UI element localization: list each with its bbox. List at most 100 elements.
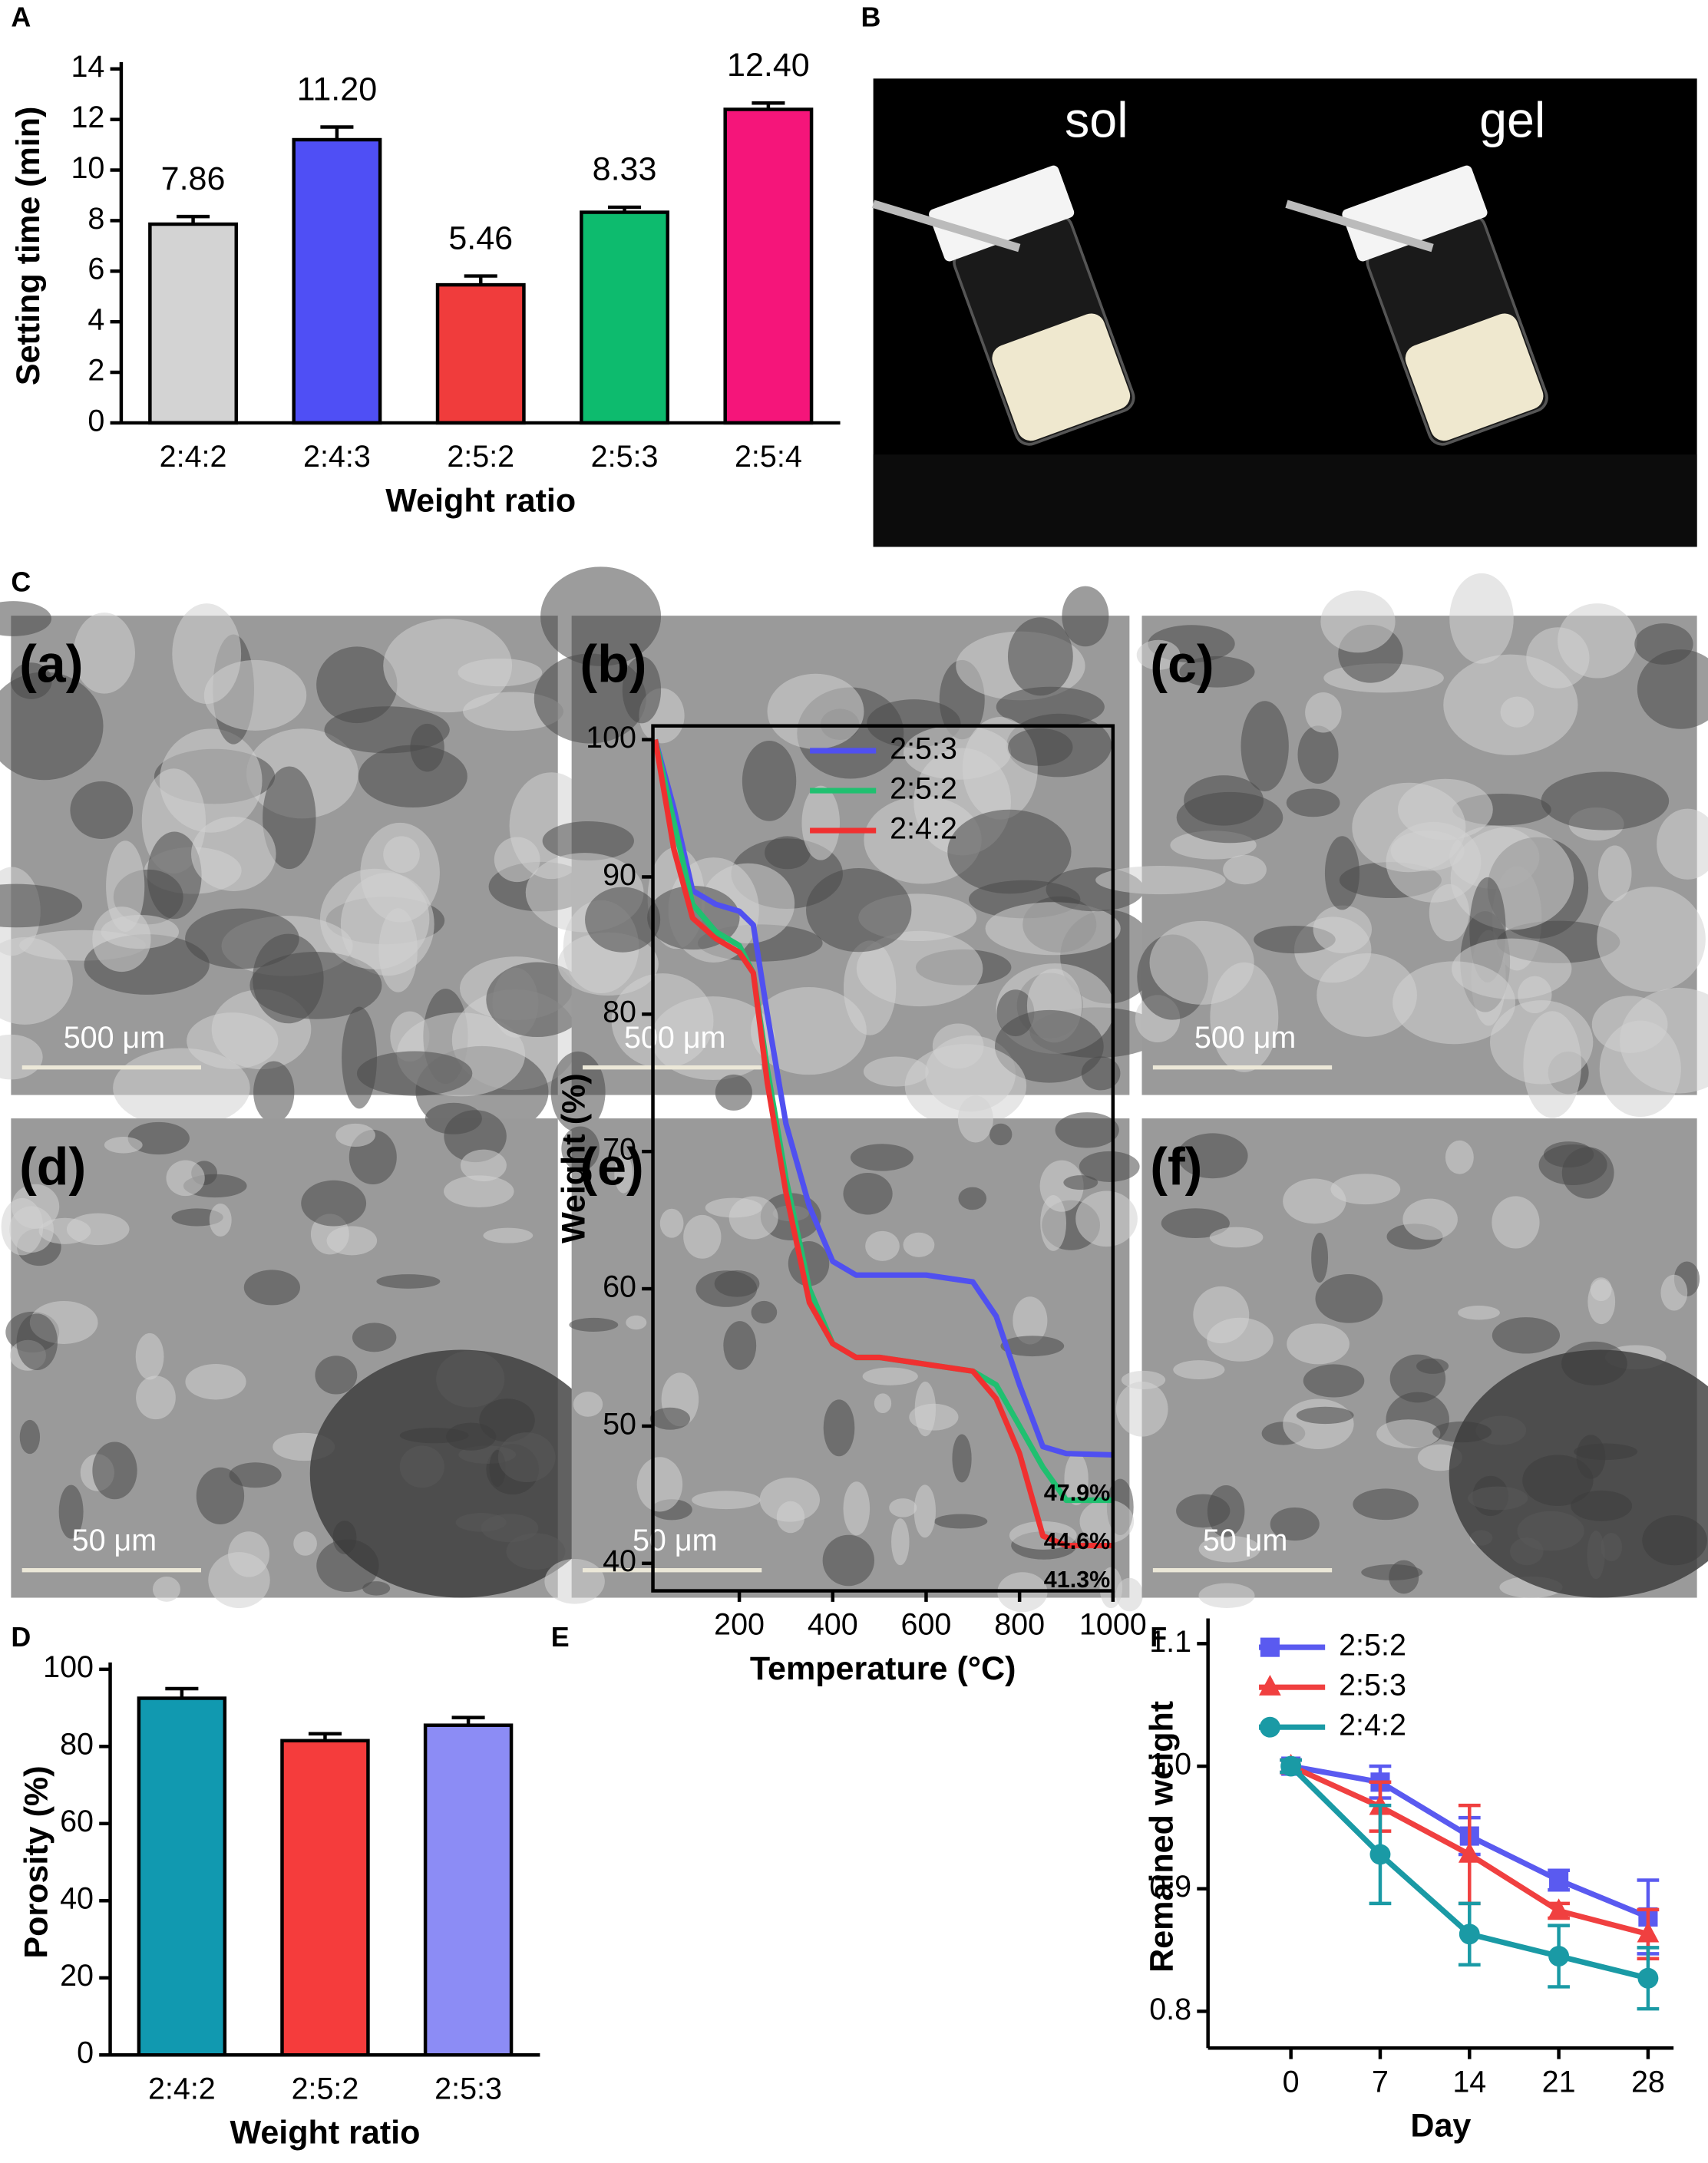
- x-tick-label: 2:5:4: [735, 440, 802, 474]
- sem-texture: [1587, 1279, 1616, 1325]
- sem-texture: [1416, 1358, 1449, 1374]
- sem-texture: [751, 987, 867, 1075]
- vial-cap: [1342, 165, 1488, 262]
- x-tick-label: 2:5:3: [591, 440, 659, 474]
- sem-texture: [611, 973, 714, 1068]
- x-tick-label: 2:4:2: [160, 440, 227, 474]
- x-tick-label: 2:4:3: [303, 440, 371, 474]
- vial-content: [1405, 313, 1544, 441]
- bar: [435, 282, 526, 425]
- sem-texture: [1492, 1196, 1540, 1249]
- sem-texture: [1079, 1151, 1140, 1182]
- sem-texture: [636, 1457, 683, 1512]
- sem-texture: [1311, 1232, 1329, 1283]
- sem-texture: [486, 962, 589, 1038]
- sem-texture: [534, 653, 646, 744]
- marker: [1280, 1755, 1302, 1777]
- sem-texture: [358, 745, 467, 808]
- sem-texture: [1055, 1112, 1119, 1148]
- sem-texture: [1492, 1317, 1561, 1354]
- sem-texture: [659, 1208, 684, 1238]
- sem-texture: [1209, 1227, 1264, 1248]
- y-tick-label: 100: [586, 721, 636, 755]
- sem-texture: [1538, 1144, 1607, 1186]
- sem-texture: [542, 821, 634, 861]
- bar: [580, 210, 670, 425]
- x-tick-label: 2:5:2: [447, 440, 514, 474]
- sem-texture: [1115, 1381, 1168, 1437]
- y-tick-label: 2: [88, 353, 104, 387]
- y-tick-label: 90: [603, 858, 636, 892]
- x-tick-label: 2:5:3: [434, 2072, 502, 2105]
- scale-label: 500 μm: [624, 1021, 725, 1055]
- vial: [1342, 165, 1548, 446]
- sem-texture: [823, 1399, 855, 1457]
- tweezers: [872, 200, 1021, 253]
- sem-texture: [1286, 788, 1340, 817]
- legend-label: 2:5:3: [890, 731, 957, 765]
- bar: [148, 222, 239, 425]
- bar: [280, 1739, 370, 2057]
- sem-texture: [293, 1531, 317, 1556]
- sem-texture: [191, 816, 276, 891]
- sem-texture: [1330, 1174, 1401, 1205]
- sem-texture: [1198, 1535, 1260, 1563]
- y-tick-label: 0: [77, 2036, 94, 2070]
- x-tick-label: 1000: [1079, 1608, 1147, 1642]
- marker: [1458, 1841, 1481, 1863]
- y-tick-label: 6: [88, 253, 104, 286]
- sem-texture: [1007, 617, 1073, 696]
- sem-texture: [309, 1349, 613, 1598]
- y-tick-label: 0.9: [1149, 1870, 1191, 1904]
- sem-texture: [805, 867, 912, 953]
- sem-texture: [649, 1407, 690, 1430]
- x-tick-label: 2:5:2: [292, 2072, 359, 2105]
- sem-texture: [360, 822, 440, 923]
- sem-label: (b): [580, 635, 646, 693]
- sem-texture: [185, 1363, 246, 1400]
- series-line: [652, 738, 1113, 1458]
- sem-texture: [1637, 649, 1708, 729]
- sem-texture: [1000, 1336, 1065, 1357]
- sem-texture: [1303, 1364, 1365, 1398]
- photo-caption: sol: [1065, 93, 1128, 148]
- sem-texture: [159, 728, 263, 833]
- sem-texture: [622, 656, 662, 724]
- sem-texture: [947, 809, 1072, 894]
- sem-texture: [196, 1467, 245, 1525]
- panel-letter: F: [1150, 1622, 1167, 1653]
- sem-texture: [383, 619, 513, 713]
- sem-texture: [0, 601, 52, 636]
- sem-label: (d): [19, 1138, 86, 1196]
- y-axis-label: Porosity (%): [18, 1765, 55, 1958]
- sem-texture: [92, 1441, 137, 1500]
- sem-texture: [70, 781, 134, 839]
- sem-texture: [958, 1187, 987, 1210]
- panel-letter: C: [11, 566, 31, 597]
- sem-texture: [1287, 1323, 1350, 1365]
- x-tick-label: 800: [994, 1608, 1045, 1642]
- sem-label: (c): [1150, 635, 1214, 693]
- sem-texture: [1305, 692, 1342, 733]
- sem-texture: [822, 1534, 874, 1587]
- sem-texture: [342, 1006, 378, 1109]
- sem-texture: [843, 1481, 871, 1536]
- sem-texture: [58, 1484, 84, 1539]
- sem-texture: [19, 1419, 41, 1455]
- scale-label: 50 μm: [72, 1524, 157, 1557]
- sem-texture: [989, 1123, 1013, 1146]
- marker: [1260, 1637, 1280, 1657]
- sem-texture: [903, 1232, 935, 1257]
- sem-texture: [865, 1230, 900, 1261]
- vial: [929, 165, 1135, 446]
- sem-texture: [16, 1313, 58, 1371]
- sem-label: (a): [19, 635, 83, 693]
- sem-texture: [759, 1477, 821, 1522]
- x-axis-label: Day: [1410, 2108, 1471, 2145]
- sem-texture: [1207, 1317, 1274, 1362]
- y-tick-label: 1.1: [1149, 1625, 1191, 1659]
- sem-texture: [1184, 775, 1264, 826]
- marker: [1637, 1921, 1660, 1943]
- x-tick-label: 0: [1283, 2065, 1300, 2099]
- vial-content: [992, 313, 1131, 441]
